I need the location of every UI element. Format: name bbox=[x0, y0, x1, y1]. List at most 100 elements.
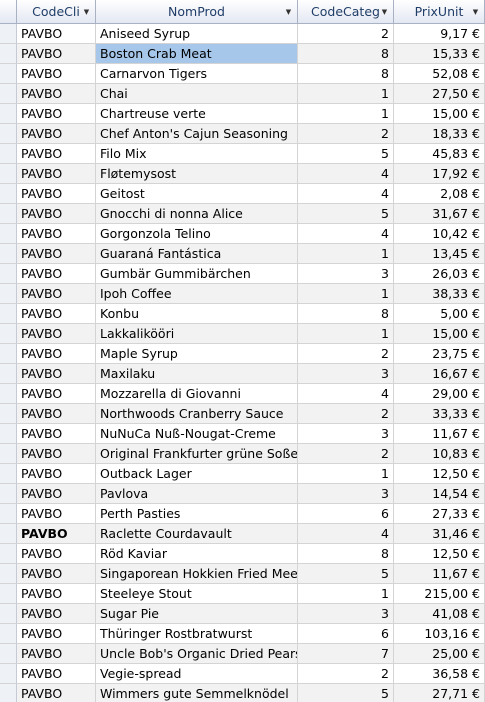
table-row[interactable]: PAVBO Guaraná Fantástica 1 13,45 € bbox=[0, 244, 485, 264]
cell-nomprod[interactable]: NuNuCa Nuß-Nougat-Creme bbox=[96, 424, 298, 444]
cell-nomprod[interactable]: Thüringer Rostbratwurst bbox=[96, 624, 298, 644]
cell-prixunit[interactable]: 12,50 € bbox=[394, 544, 485, 564]
cell-nomprod[interactable]: Maxilaku bbox=[96, 364, 298, 384]
cell-codecateg[interactable]: 2 bbox=[298, 24, 394, 44]
cell-codecli[interactable]: PAVBO bbox=[17, 44, 96, 64]
cell-codecateg[interactable]: 6 bbox=[298, 624, 394, 644]
cell-nomprod[interactable]: Maple Syrup bbox=[96, 344, 298, 364]
cell-nomprod[interactable]: Lakkalikööri bbox=[96, 324, 298, 344]
cell-codecli[interactable]: PAVBO bbox=[17, 264, 96, 284]
column-header-nomprod[interactable]: NomProd ▼ bbox=[96, 0, 298, 24]
row-selector[interactable] bbox=[0, 284, 17, 304]
table-row[interactable]: PAVBO Steeleye Stout 1 215,00 € bbox=[0, 584, 485, 604]
cell-nomprod[interactable]: Konbu bbox=[96, 304, 298, 324]
row-selector[interactable] bbox=[0, 424, 17, 444]
cell-codecateg[interactable]: 2 bbox=[298, 344, 394, 364]
row-selector[interactable] bbox=[0, 544, 17, 564]
cell-codecateg[interactable]: 4 bbox=[298, 524, 394, 544]
table-row[interactable]: PAVBO Wimmers gute Semmelknödel 5 27,71 € bbox=[0, 684, 485, 702]
cell-codecateg[interactable]: 3 bbox=[298, 484, 394, 504]
cell-codecli[interactable]: PAVBO bbox=[17, 124, 96, 144]
row-selector[interactable] bbox=[0, 484, 17, 504]
row-selector[interactable] bbox=[0, 644, 17, 664]
row-selector[interactable] bbox=[0, 264, 17, 284]
row-selector[interactable] bbox=[0, 124, 17, 144]
cell-prixunit[interactable]: 12,50 € bbox=[394, 464, 485, 484]
row-selector[interactable] bbox=[0, 144, 17, 164]
cell-prixunit[interactable]: 41,08 € bbox=[394, 604, 485, 624]
row-selector[interactable] bbox=[0, 604, 17, 624]
cell-nomprod[interactable]: Filo Mix bbox=[96, 144, 298, 164]
cell-nomprod[interactable]: Gnocchi di nonna Alice bbox=[96, 204, 298, 224]
row-selector[interactable] bbox=[0, 584, 17, 604]
table-row[interactable]: PAVBO Vegie-spread 2 36,58 € bbox=[0, 664, 485, 684]
cell-nomprod[interactable]: Pavlova bbox=[96, 484, 298, 504]
cell-codecateg[interactable]: 4 bbox=[298, 184, 394, 204]
row-selector[interactable] bbox=[0, 624, 17, 644]
cell-codecli[interactable]: PAVBO bbox=[17, 584, 96, 604]
chevron-down-icon[interactable]: ▼ bbox=[285, 7, 292, 16]
cell-prixunit[interactable]: 15,00 € bbox=[394, 324, 485, 344]
table-row[interactable]: PAVBO Röd Kaviar 8 12,50 € bbox=[0, 544, 485, 564]
row-selector[interactable] bbox=[0, 564, 17, 584]
table-row[interactable]: PAVBO Fløtemysost 4 17,92 € bbox=[0, 164, 485, 184]
cell-codecateg[interactable]: 4 bbox=[298, 164, 394, 184]
cell-prixunit[interactable]: 17,92 € bbox=[394, 164, 485, 184]
cell-codecli[interactable]: PAVBO bbox=[17, 424, 96, 444]
row-selector[interactable] bbox=[0, 84, 17, 104]
row-selector[interactable] bbox=[0, 344, 17, 364]
cell-codecli[interactable]: PAVBO bbox=[17, 24, 96, 44]
cell-codecateg[interactable]: 8 bbox=[298, 44, 394, 64]
cell-nomprod[interactable]: Chef Anton's Cajun Seasoning bbox=[96, 124, 298, 144]
cell-codecateg[interactable]: 1 bbox=[298, 104, 394, 124]
cell-nomprod[interactable]: Fløtemysost bbox=[96, 164, 298, 184]
cell-codecateg[interactable]: 5 bbox=[298, 144, 394, 164]
cell-codecli[interactable]: PAVBO bbox=[17, 104, 96, 124]
table-row[interactable]: PAVBO Mozzarella di Giovanni 4 29,00 € bbox=[0, 384, 485, 404]
cell-prixunit[interactable]: 16,67 € bbox=[394, 364, 485, 384]
row-selector[interactable] bbox=[0, 364, 17, 384]
table-row[interactable]: PAVBO Aniseed Syrup 2 9,17 € bbox=[0, 24, 485, 44]
cell-codecli[interactable]: PAVBO bbox=[17, 644, 96, 664]
table-row[interactable]: PAVBO Lakkalikööri 1 15,00 € bbox=[0, 324, 485, 344]
cell-codecateg[interactable]: 5 bbox=[298, 204, 394, 224]
table-row[interactable]: PAVBO Pavlova 3 14,54 € bbox=[0, 484, 485, 504]
cell-prixunit[interactable]: 2,08 € bbox=[394, 184, 485, 204]
cell-codecli[interactable]: PAVBO bbox=[17, 524, 96, 544]
cell-prixunit[interactable]: 15,33 € bbox=[394, 44, 485, 64]
cell-codecateg[interactable]: 3 bbox=[298, 364, 394, 384]
cell-prixunit[interactable]: 27,50 € bbox=[394, 84, 485, 104]
table-row[interactable]: PAVBO Maxilaku 3 16,67 € bbox=[0, 364, 485, 384]
cell-prixunit[interactable]: 15,00 € bbox=[394, 104, 485, 124]
cell-nomprod[interactable]: Steeleye Stout bbox=[96, 584, 298, 604]
cell-codecli[interactable]: PAVBO bbox=[17, 224, 96, 244]
cell-nomprod[interactable]: Chai bbox=[96, 84, 298, 104]
row-selector[interactable] bbox=[0, 504, 17, 524]
row-selector[interactable] bbox=[0, 384, 17, 404]
cell-nomprod[interactable]: Gumbär Gummibärchen bbox=[96, 264, 298, 284]
cell-prixunit[interactable]: 38,33 € bbox=[394, 284, 485, 304]
row-selector[interactable] bbox=[0, 304, 17, 324]
cell-nomprod[interactable]: Ipoh Coffee bbox=[96, 284, 298, 304]
cell-codecateg[interactable]: 5 bbox=[298, 564, 394, 584]
cell-codecli[interactable]: PAVBO bbox=[17, 164, 96, 184]
table-row[interactable]: PAVBO Konbu 8 5,00 € bbox=[0, 304, 485, 324]
row-selector[interactable] bbox=[0, 224, 17, 244]
cell-prixunit[interactable]: 14,54 € bbox=[394, 484, 485, 504]
row-selector[interactable] bbox=[0, 64, 17, 84]
cell-prixunit[interactable]: 45,83 € bbox=[394, 144, 485, 164]
table-row[interactable]: PAVBO NuNuCa Nuß-Nougat-Creme 3 11,67 € bbox=[0, 424, 485, 444]
cell-nomprod[interactable]: Northwoods Cranberry Sauce bbox=[96, 404, 298, 424]
row-selector[interactable] bbox=[0, 524, 17, 544]
cell-codecli[interactable]: PAVBO bbox=[17, 624, 96, 644]
cell-prixunit[interactable]: 10,42 € bbox=[394, 224, 485, 244]
row-selector[interactable] bbox=[0, 184, 17, 204]
cell-codecli[interactable]: PAVBO bbox=[17, 84, 96, 104]
cell-prixunit[interactable]: 52,08 € bbox=[394, 64, 485, 84]
cell-codecli[interactable]: PAVBO bbox=[17, 484, 96, 504]
row-selector[interactable] bbox=[0, 204, 17, 224]
cell-nomprod[interactable]: Geitost bbox=[96, 184, 298, 204]
cell-nomprod[interactable]: Outback Lager bbox=[96, 464, 298, 484]
cell-codecateg[interactable]: 7 bbox=[298, 644, 394, 664]
cell-prixunit[interactable]: 31,46 € bbox=[394, 524, 485, 544]
